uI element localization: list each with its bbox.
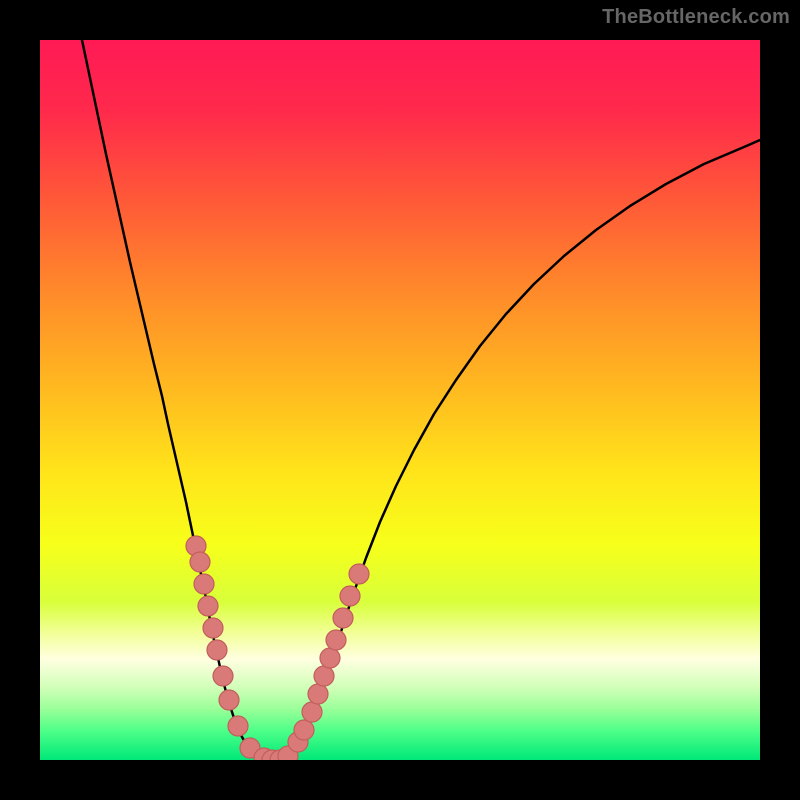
watermark-text: TheBottleneck.com bbox=[602, 6, 790, 29]
data-marker bbox=[308, 684, 328, 704]
data-marker bbox=[340, 586, 360, 606]
data-marker bbox=[320, 648, 340, 668]
data-marker bbox=[302, 702, 322, 722]
plot-area bbox=[40, 40, 760, 760]
data-marker bbox=[213, 666, 233, 686]
plot-svg bbox=[40, 40, 760, 760]
data-marker bbox=[326, 630, 346, 650]
data-marker bbox=[198, 596, 218, 616]
data-marker bbox=[203, 618, 223, 638]
data-marker bbox=[314, 666, 334, 686]
data-marker bbox=[349, 564, 369, 584]
data-marker bbox=[207, 640, 227, 660]
data-marker bbox=[294, 720, 314, 740]
data-marker bbox=[190, 552, 210, 572]
chart-frame: TheBottleneck.com bbox=[0, 0, 800, 800]
data-marker bbox=[333, 608, 353, 628]
gradient-background bbox=[40, 40, 760, 760]
data-marker bbox=[194, 574, 214, 594]
data-marker bbox=[219, 690, 239, 710]
data-marker bbox=[228, 716, 248, 736]
